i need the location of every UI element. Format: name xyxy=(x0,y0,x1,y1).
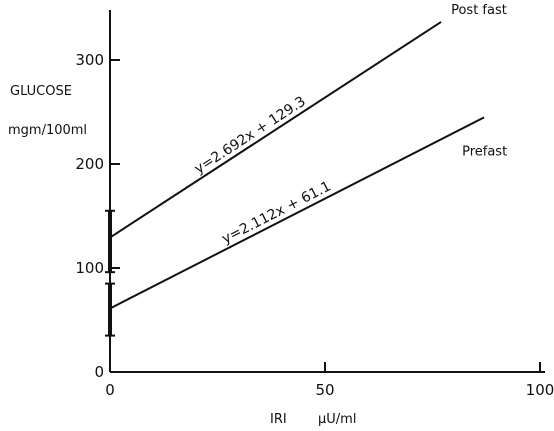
y-tick-label: 200 xyxy=(75,155,104,173)
series-line xyxy=(109,21,442,239)
y-tick-label: 300 xyxy=(75,51,104,69)
y-ticks: 0 100 200 300 xyxy=(75,51,120,381)
series-equation-label: y=2.692x + 129.3 xyxy=(192,94,309,178)
y-axis-error-segments xyxy=(105,209,115,337)
x-tick-label: 100 xyxy=(526,381,554,399)
x-axis-label: IRI xyxy=(270,412,287,427)
series-line xyxy=(109,116,485,310)
x-tick-label: 0 xyxy=(105,381,115,399)
y-axis-unit-label: mgm/100ml xyxy=(8,123,87,138)
x-ticks: 0 50 100 xyxy=(105,362,554,399)
x-tick-label: 50 xyxy=(315,381,334,399)
series-lines: Post fast y=2.692x + 129.3 Prefast y=2.112x… xyxy=(109,3,507,310)
y-tick-label: 100 xyxy=(75,259,104,277)
series-name-label: Post fast xyxy=(451,3,507,18)
series-name-label: Prefast xyxy=(462,144,507,159)
y-axis-label: GLUCOSE xyxy=(10,84,72,99)
series-equation-label: y=2.112x + 61.1 xyxy=(219,178,333,247)
x-axis-unit-label: μU/ml xyxy=(318,412,356,427)
y-tick-label: 0 xyxy=(94,363,104,381)
